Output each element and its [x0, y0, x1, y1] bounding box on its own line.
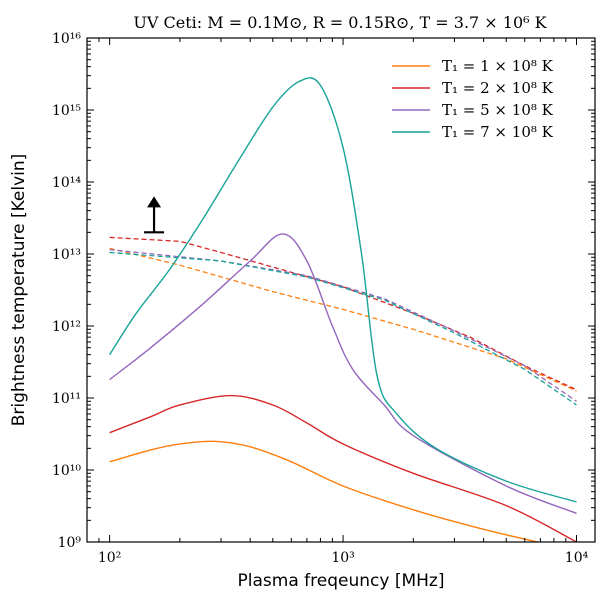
x-tick-label: 10⁴	[565, 550, 589, 566]
y-tick-label: 10¹¹	[52, 391, 81, 407]
dashed-series-layer	[109, 236, 577, 406]
legend-label-3: T₁ = 5 × 10⁸ K	[442, 101, 554, 119]
chart-title: UV Ceti: M = 0.1M⊙, R = 0.15R⊙, T = 3.7 …	[133, 13, 547, 32]
series-4-dashed-line	[109, 251, 577, 406]
y-axis-label: Brightness temperature [Kelvin]	[9, 154, 29, 427]
y-tick-label: 10¹³	[52, 247, 81, 263]
y-tick-label: 10¹⁴	[52, 175, 81, 191]
lower-limit-arrowhead	[147, 196, 162, 208]
series-1-dashed-line	[109, 247, 577, 392]
x-axis-label: Plasma freqeuncy [MHz]	[238, 571, 445, 591]
y-tick-label: 10¹⁰	[52, 463, 81, 479]
series-3-solid-line	[109, 233, 577, 515]
legend-label-1: T₁ = 1 × 10⁸ K	[442, 57, 554, 75]
solid-series-layer	[109, 77, 577, 542]
series-2-solid-line	[109, 394, 577, 542]
y-tick-label: 10¹⁵	[52, 103, 81, 119]
x-tick-label: 10³	[331, 550, 354, 566]
y-tick-label: 10¹²	[52, 319, 81, 335]
y-tick-label: 10⁹	[58, 535, 82, 551]
y-tick-label: 10¹⁶	[52, 31, 81, 47]
axis-ticks	[86, 37, 595, 543]
axis-tick-labels: 10² 10³ 10⁴ 10⁹ 10¹⁰ 10¹¹ 10¹² 10¹³ 10¹⁴ 10¹⁵ 10¹⁶	[52, 31, 589, 566]
legend: T₁ = 1 × 10⁸ K T₁ = 2 × 10⁸ K T₁ = 5 × 10⁸…	[392, 57, 554, 141]
series-1-solid-line	[109, 440, 541, 542]
annotation-layer	[144, 196, 165, 234]
series-3-dashed-line	[109, 248, 577, 402]
legend-label-4: T₁ = 7 × 10⁸ K	[442, 123, 554, 141]
legend-label-2: T₁ = 2 × 10⁸ K	[442, 79, 554, 97]
x-tick-label: 10²	[98, 550, 121, 566]
plot-area-frame	[86, 37, 596, 543]
series-4-solid-line	[109, 77, 577, 503]
